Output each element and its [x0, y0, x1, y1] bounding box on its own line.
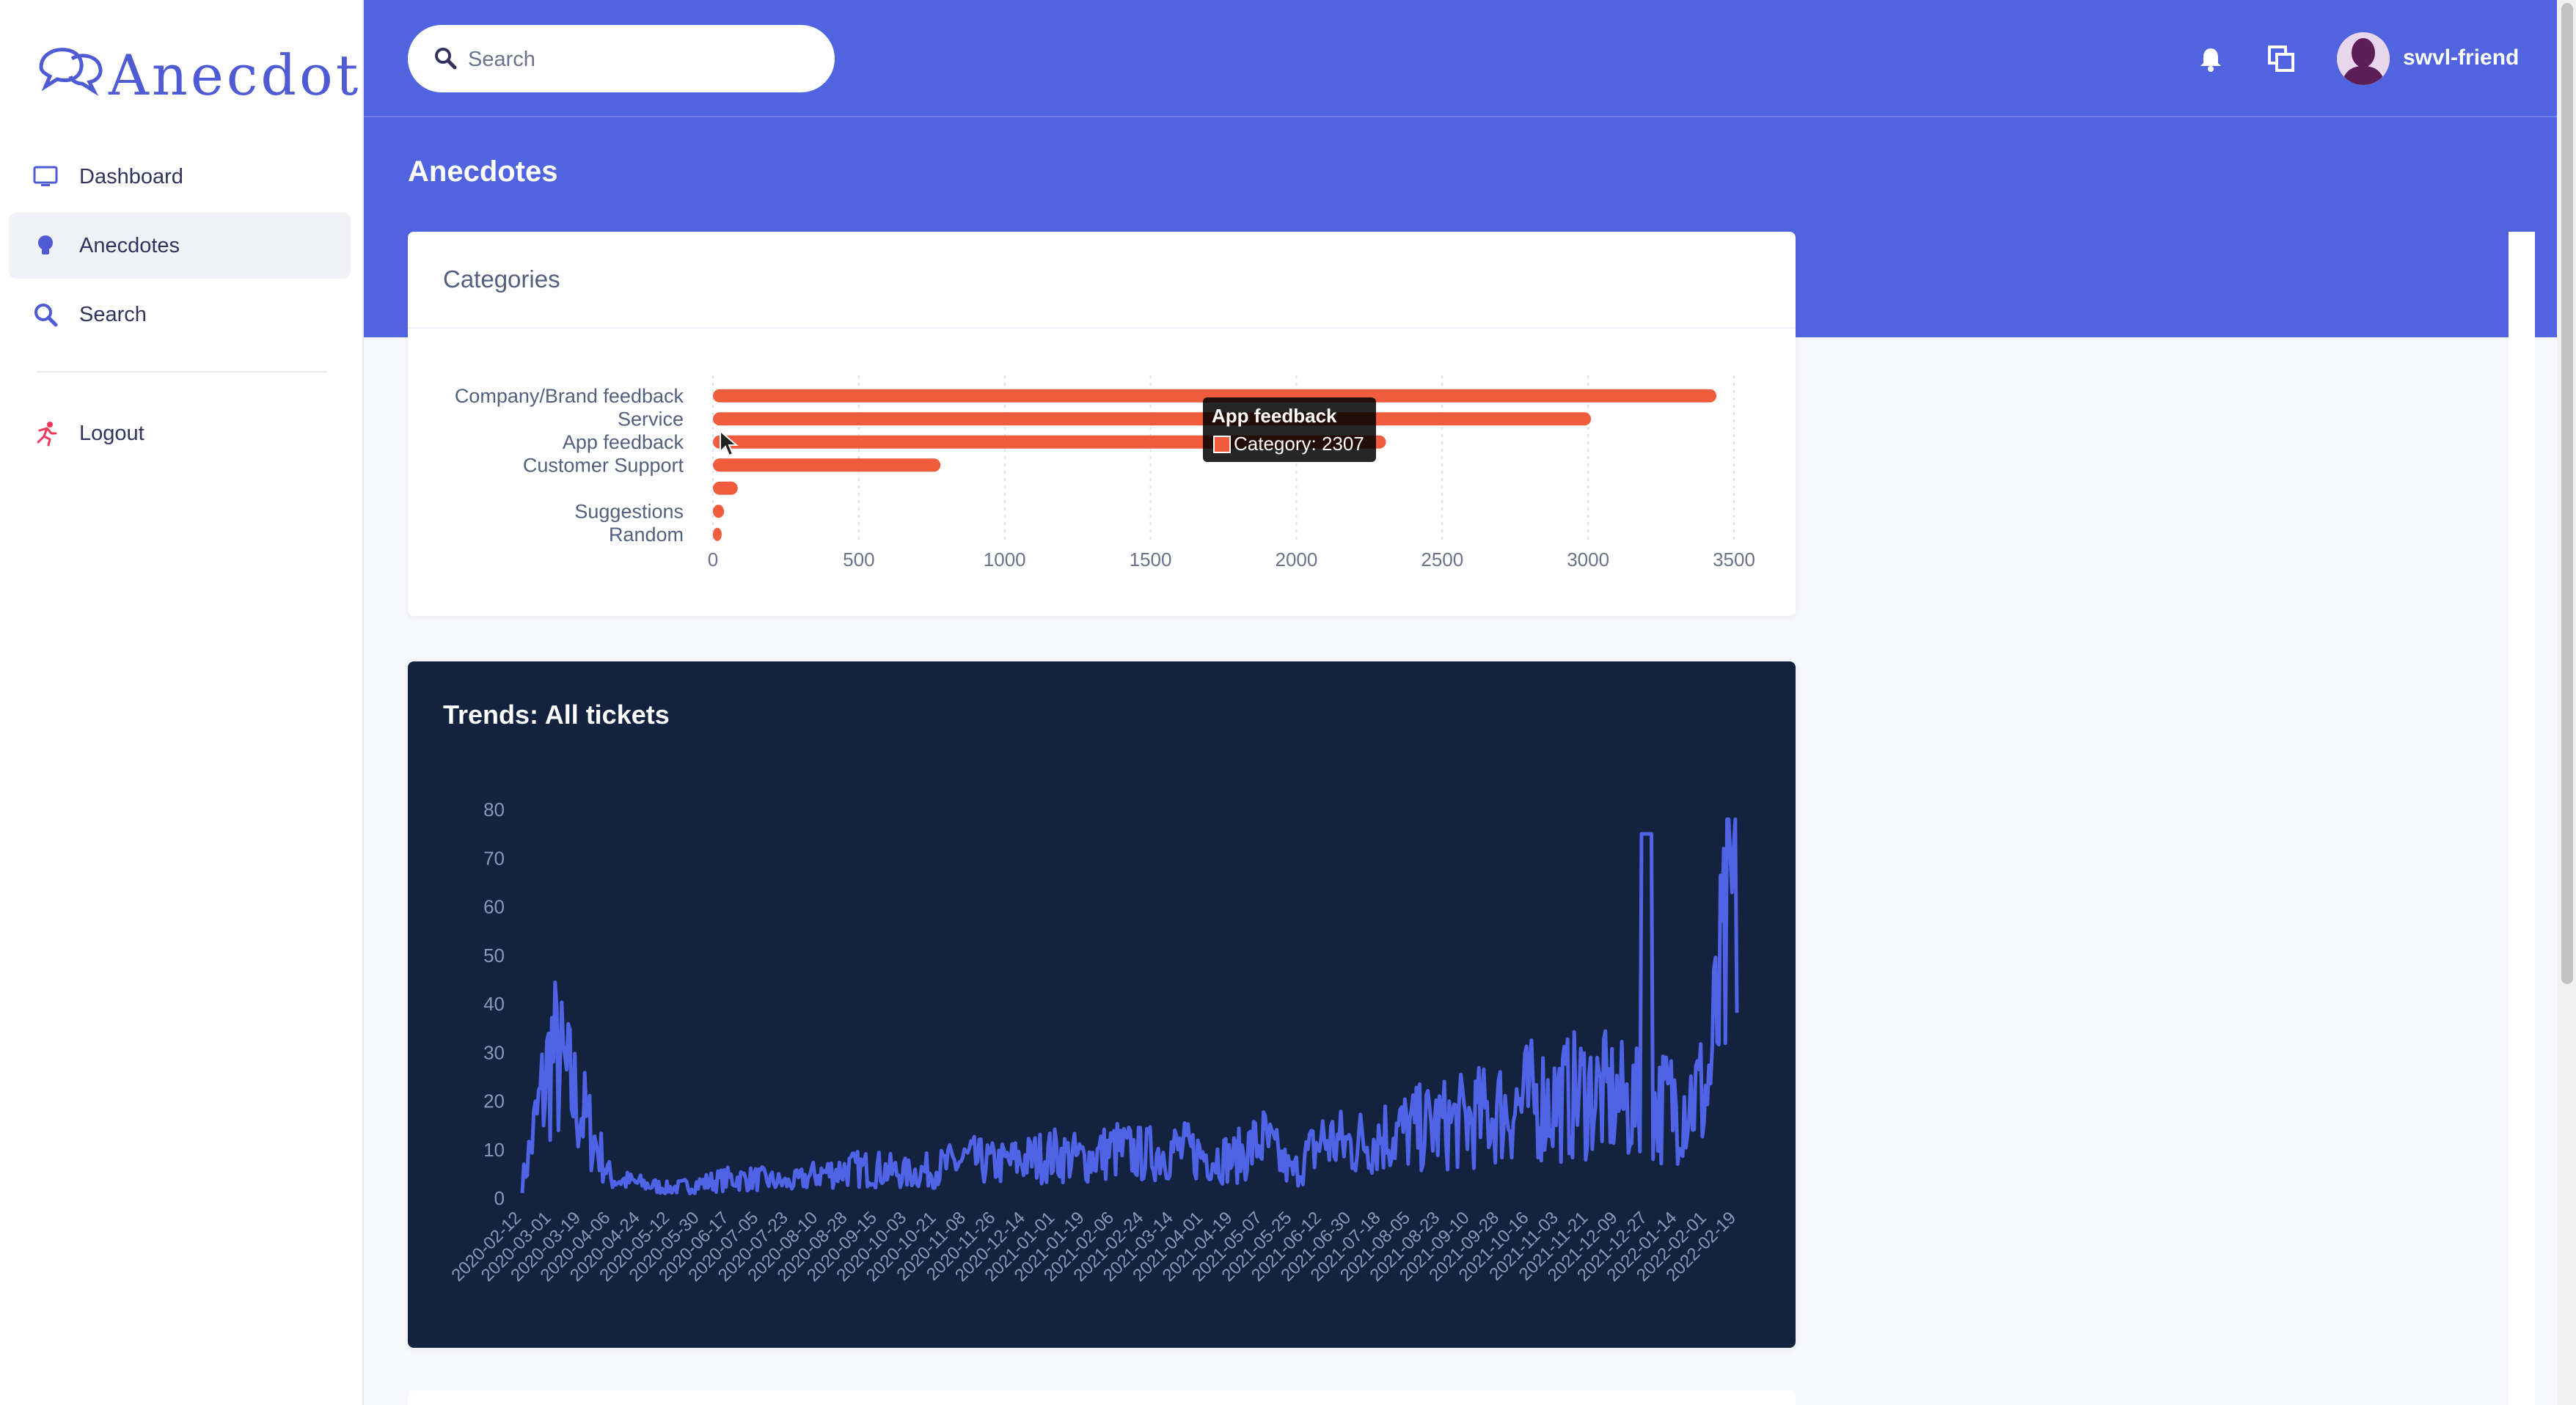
- category-label: Company/Brand feedback: [455, 385, 684, 407]
- tooltip-body: Category: 2307: [1234, 433, 1364, 455]
- x-tick-label: 2000: [1276, 549, 1318, 571]
- tooltip-color-swatch: [1213, 436, 1231, 453]
- category-label: Suggestions: [574, 500, 684, 522]
- trends-line-chart: 010203040506070802020-02-122020-03-01202…: [447, 799, 1740, 1285]
- category-bar[interactable]: [713, 527, 722, 541]
- y-tick-label: 70: [483, 847, 505, 869]
- category-bar[interactable]: [713, 412, 1592, 426]
- category-label: Service: [618, 408, 684, 430]
- category-bar[interactable]: [713, 505, 725, 518]
- card-title: Categories: [443, 265, 560, 293]
- x-tick-label: 1500: [1130, 549, 1172, 571]
- y-tick-label: 80: [483, 799, 505, 821]
- category-bar[interactable]: [713, 458, 941, 472]
- search-bar[interactable]: [408, 25, 835, 92]
- next-card-edge: [408, 1390, 1796, 1405]
- categories-bar-chart: 0 500 1000 1500 2000 2500 3000 3500 Company/Bran…: [455, 375, 1755, 571]
- search-input[interactable]: [466, 41, 814, 78]
- category-bar[interactable]: [713, 481, 738, 495]
- x-tick-label: 500: [843, 549, 874, 571]
- chart-tooltip: App feedback Category: 2307: [1203, 397, 1376, 462]
- mouse-pointer-icon: [720, 430, 739, 457]
- category-label: App feedback: [563, 431, 684, 453]
- username[interactable]: swvl-friend: [2403, 45, 2520, 70]
- sidebar-item-search[interactable]: Search: [9, 282, 351, 348]
- running-person-icon: [37, 422, 57, 447]
- sidebar-divider: [37, 371, 327, 373]
- sidebar-item-dashboard[interactable]: Dashboard: [9, 144, 351, 210]
- sidebar-item-anecdotes[interactable]: Anecdotes: [9, 213, 351, 279]
- trends-card: Trends: All tickets 0 10 20 30 40 50 60 70 80 202…: [408, 661, 1796, 1348]
- user-silhouette-icon: [2337, 32, 2390, 85]
- speech-bubbles-icon: [39, 48, 103, 96]
- lightbulb-icon: [38, 235, 53, 254]
- x-tick-label: 2500: [1421, 549, 1463, 571]
- trend-series-line[interactable]: [520, 817, 1739, 1196]
- sidebar-item-label: Anecdotes: [79, 233, 180, 257]
- avatar[interactable]: [2337, 32, 2390, 85]
- sidebar-item-label: Search: [79, 302, 147, 326]
- sidebar-item-logout[interactable]: Logout: [9, 400, 351, 466]
- search-icon: [34, 304, 58, 327]
- y-tick-label: 0: [494, 1187, 505, 1209]
- multiple-windows-icon[interactable]: [2266, 44, 2296, 73]
- card-header: Categories: [408, 232, 1796, 329]
- x-tick-label: 1000: [984, 549, 1026, 571]
- right-panel-edge: [2509, 232, 2535, 1405]
- brand-name: Anecdote: [109, 43, 398, 108]
- y-tick-label: 50: [483, 944, 505, 966]
- x-tick-label: 3500: [1713, 549, 1755, 571]
- y-tick-label: 60: [483, 896, 505, 918]
- category-bar[interactable]: [713, 389, 1717, 403]
- sidebar-item-label: Dashboard: [79, 164, 183, 188]
- bell-icon[interactable]: [2196, 44, 2225, 73]
- sidebar: Anecdote Dashboard Anecdotes Search Logo…: [0, 0, 394, 1405]
- categories-card: Categories 0 500 1000 1500 2000 2500 3000 3500 C…: [408, 232, 1796, 616]
- x-tick-label: 0: [708, 549, 718, 571]
- y-tick-label: 40: [483, 993, 505, 1015]
- category-label: Random: [609, 524, 684, 546]
- search-icon: [435, 48, 457, 70]
- page-title: Anecdotes: [408, 155, 558, 188]
- brand-logo[interactable]: Anecdote: [35, 37, 394, 110]
- card-title: Trends: All tickets: [443, 700, 670, 730]
- tooltip-title: App feedback: [1212, 405, 1337, 427]
- category-label: Customer Support: [523, 454, 684, 476]
- monitor-icon: [33, 166, 58, 186]
- y-tick-label: 10: [483, 1139, 505, 1161]
- sidebar-item-label: Logout: [79, 421, 144, 445]
- x-tick-label: 3000: [1567, 549, 1609, 571]
- scrollbar-thumb[interactable]: [2561, 3, 2573, 984]
- y-tick-label: 20: [483, 1090, 505, 1112]
- header-divider: [364, 116, 2576, 117]
- y-tick-label: 30: [483, 1041, 505, 1063]
